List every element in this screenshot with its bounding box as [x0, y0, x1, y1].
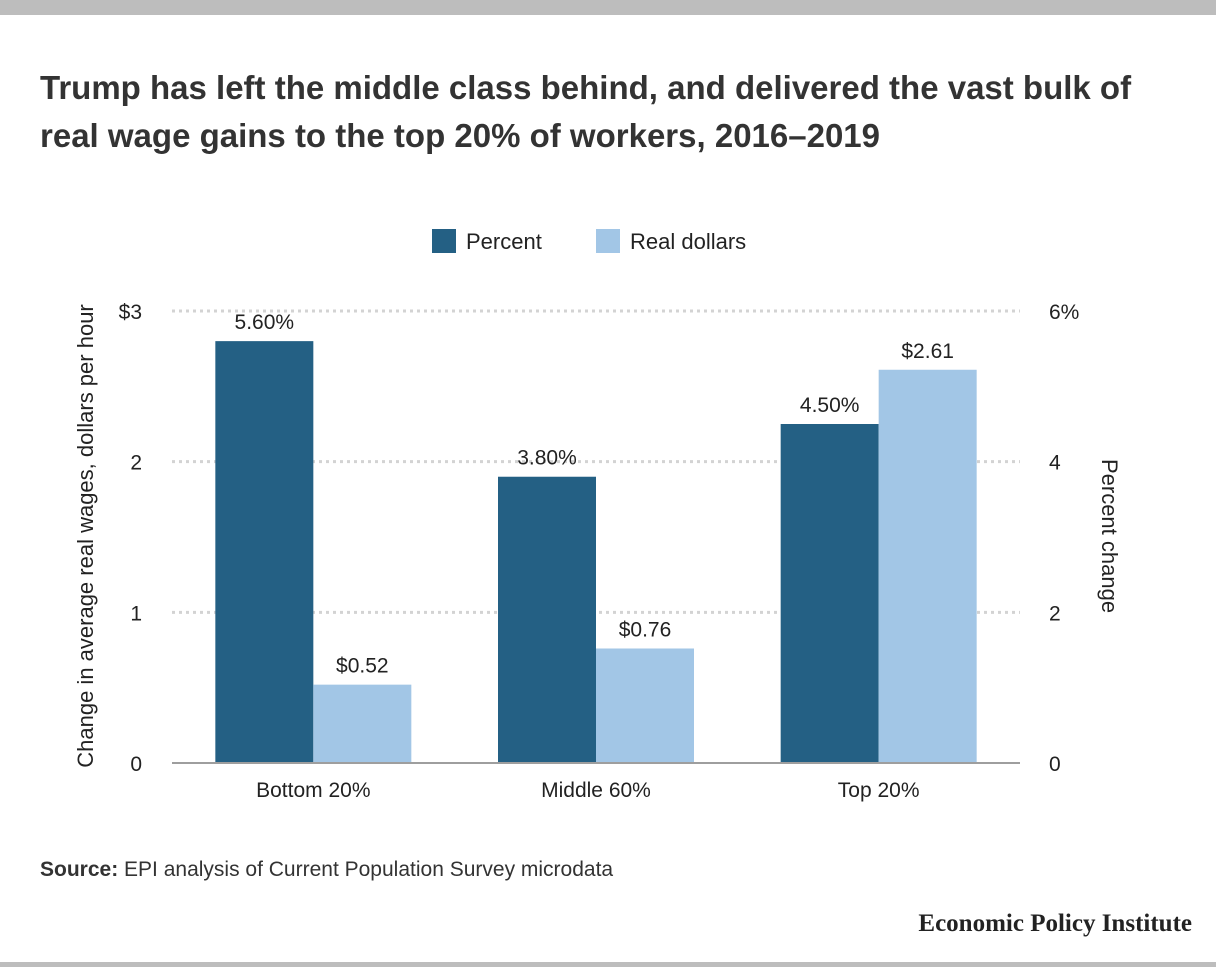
- brand-logo: Economic Policy Institute: [918, 910, 1192, 937]
- gridlines: [172, 309, 1020, 614]
- right-tick-label: 0: [1049, 753, 1061, 776]
- right-tick-label: 4: [1049, 452, 1061, 475]
- bar-real-dollars: [313, 684, 412, 763]
- source-note: Source: EPI analysis of Current Populati…: [40, 858, 613, 882]
- legend: Percent Real dollars: [432, 229, 746, 254]
- right-tick-label: 2: [1049, 602, 1061, 625]
- data-label: 3.80%: [517, 447, 577, 470]
- bars: [215, 341, 977, 763]
- bar-percent: [215, 341, 314, 763]
- top-border: [0, 0, 1216, 15]
- bar-percent: [498, 476, 596, 763]
- right-tick-label: 6%: [1049, 301, 1079, 324]
- left-tick-label: 1: [130, 602, 142, 625]
- bottom-border: [0, 962, 1216, 967]
- legend-swatch-real-dollars: [596, 229, 620, 253]
- data-label: $0.76: [619, 618, 672, 641]
- data-label: 5.60%: [235, 311, 295, 334]
- data-label: $0.52: [336, 655, 389, 678]
- value-labels: 5.60% $0.52 3.80% $0.76 4.50% $2.61: [235, 311, 954, 678]
- bar-real-dollars: [878, 369, 977, 763]
- left-tick-label: $3: [119, 301, 142, 324]
- axes: 0 1 2 $3 0 2 4 6% Bottom 20% Middle 60% Top 20% Cha…: [73, 301, 1122, 802]
- source-label: Source:: [40, 858, 119, 881]
- legend-label: Real dollars: [630, 229, 746, 254]
- category-label: Top 20%: [838, 779, 920, 802]
- left-axis-title: Change in average real wages, dollars pe…: [73, 304, 98, 768]
- legend-label: Percent: [466, 229, 542, 254]
- category-label: Bottom 20%: [256, 779, 370, 802]
- left-tick-label: 2: [130, 452, 142, 475]
- left-tick-label: 0: [130, 753, 142, 776]
- data-label: $2.61: [901, 340, 954, 363]
- chart-title: Trump has left the middle class behind, …: [40, 69, 1132, 154]
- source-text: EPI analysis of Current Population Surve…: [124, 858, 614, 881]
- right-axis-title: Percent change: [1097, 459, 1122, 613]
- data-label: 4.50%: [800, 394, 860, 417]
- bar-real-dollars: [596, 648, 694, 763]
- bar-percent: [780, 424, 879, 763]
- category-label: Middle 60%: [541, 779, 651, 802]
- legend-swatch-percent: [432, 229, 456, 253]
